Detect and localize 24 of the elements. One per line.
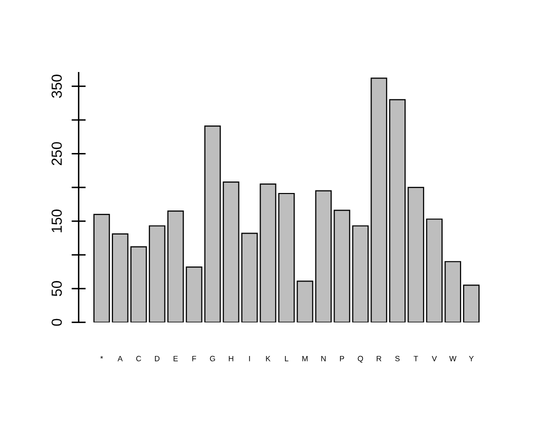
bar [463, 284, 480, 322]
bar [296, 280, 314, 322]
bar [444, 261, 462, 322]
bar [426, 218, 443, 322]
bar [334, 210, 350, 322]
y-tick-label: 350 [52, 74, 62, 98]
bar [408, 186, 424, 322]
y-tick-label: 250 [52, 142, 62, 166]
y-tick-label: 150 [52, 210, 62, 232]
y-tick-label: 50 [52, 281, 62, 296]
bar [352, 225, 369, 322]
bar [204, 125, 221, 322]
bar [186, 266, 202, 322]
bar [370, 78, 388, 322]
bar [148, 225, 166, 322]
bar [315, 190, 332, 322]
bar [130, 246, 147, 322]
bar [112, 233, 128, 322]
bar [167, 210, 184, 322]
y-tick-label: 0 [52, 318, 62, 326]
bar [241, 232, 258, 322]
bar [222, 181, 240, 322]
bar [389, 99, 406, 322]
bar [93, 214, 110, 322]
